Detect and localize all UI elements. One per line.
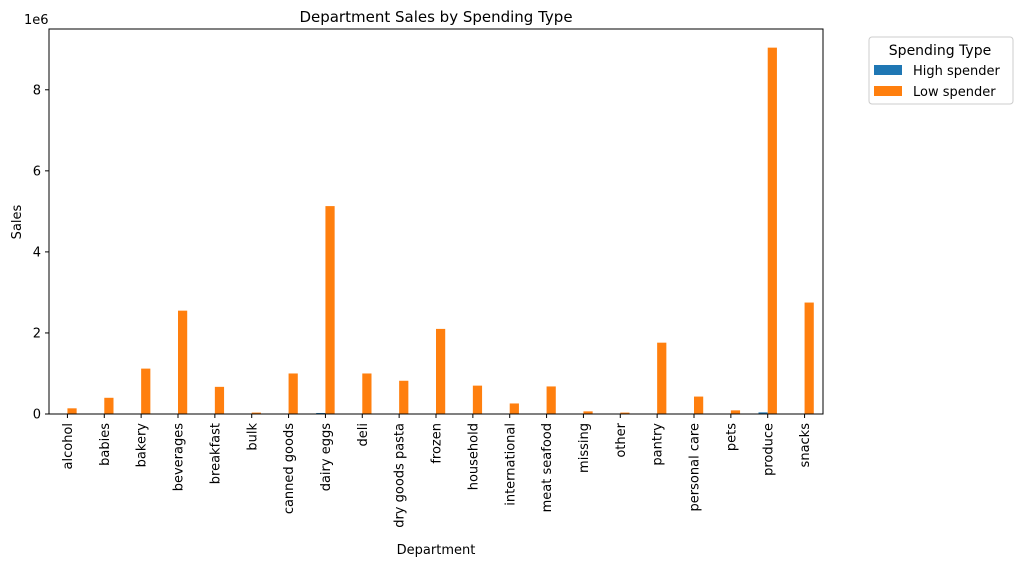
bar-low-spender-alcohol: [67, 408, 77, 414]
x-tick-label-personal-care: personal care: [688, 423, 703, 511]
legend-swatch-low-spender: [874, 86, 902, 96]
bar-low-spender-bakery: [141, 368, 151, 414]
x-tick-label-produce: produce: [761, 423, 776, 476]
y-tick-label: 8: [33, 83, 41, 98]
x-tick-label-frozen: frozen: [430, 423, 445, 464]
x-tick-label-pantry: pantry: [651, 423, 666, 466]
bar-low-spender-beverages: [178, 310, 188, 414]
x-tick-label-dairy-eggs: dairy eggs: [319, 423, 334, 492]
bar-low-spender-produce: [767, 47, 777, 415]
x-tick-label-dry-goods-pasta: dry goods pasta: [393, 423, 408, 528]
bar-low-spender-frozen: [436, 328, 446, 414]
x-tick-label-international: international: [503, 423, 518, 506]
y-axis-title: Sales: [10, 204, 25, 239]
legend: Spending Type High spender Low spender: [868, 36, 1014, 105]
bar-low-spender-missing: [583, 411, 593, 414]
bar-low-spender-bulk: [251, 412, 261, 414]
x-tick-label-beverages: beverages: [172, 423, 187, 492]
bar-low-spender-household: [472, 385, 483, 414]
y-tick-label: 0: [33, 408, 41, 423]
y-scale-label: 1e6: [24, 13, 49, 28]
x-axis-title: Department: [397, 543, 476, 558]
bar-low-spender-deli: [362, 373, 372, 414]
x-tick-label-other: other: [614, 422, 629, 457]
y-tick-label: 6: [33, 164, 41, 179]
bar-low-spender-snacks: [804, 302, 814, 414]
bar-low-spender-pantry: [657, 342, 667, 414]
legend-frame: [868, 36, 1014, 105]
bar-low-spender-dry-goods-pasta: [399, 380, 409, 414]
bar-low-spender-babies: [104, 397, 114, 414]
y-tick-label: 2: [33, 326, 41, 341]
x-tick-label-household: household: [466, 423, 481, 490]
x-tick-label-pets: pets: [724, 423, 739, 451]
x-tick-label-meat-seafood: meat seafood: [540, 423, 555, 512]
x-tick-label-bakery: bakery: [135, 423, 150, 468]
x-tick-label-bulk: bulk: [245, 423, 260, 451]
legend-title: Spending Type: [889, 43, 991, 59]
x-tick-label-snacks: snacks: [798, 423, 813, 468]
y-tick-label: 4: [33, 245, 41, 260]
legend-label-high-spender: High spender: [913, 64, 1001, 79]
bar-low-spender-pets: [730, 410, 741, 414]
bar-high-spender-dairy-eggs: [316, 412, 326, 414]
x-tick-label-canned-goods: canned goods: [282, 423, 297, 514]
bar-low-spender-meat-seafood: [546, 386, 556, 414]
x-tick-label-alcohol: alcohol: [61, 423, 76, 469]
x-tick-label-breakfast: breakfast: [208, 423, 223, 484]
legend-label-low-spender: Low spender: [913, 85, 996, 100]
x-tick-label-deli: deli: [356, 423, 371, 446]
legend-swatch-high-spender: [874, 65, 902, 75]
x-tick-label-missing: missing: [577, 423, 592, 473]
x-tick-label-babies: babies: [98, 423, 113, 466]
bar-low-spender-canned-goods: [288, 373, 298, 414]
bar-low-spender-other: [620, 412, 630, 414]
bar-low-spender-international: [509, 403, 519, 414]
chart-title: Department Sales by Spending Type: [299, 8, 572, 26]
plot-area: 0 2 4 6 8 alcohol babies bakery beverages breakfa…: [33, 28, 824, 528]
bar-low-spender-dairy-eggs: [325, 206, 335, 414]
bar-low-spender-breakfast: [214, 386, 225, 414]
bar-high-spender-produce: [758, 412, 768, 414]
bar-low-spender-personal-care: [694, 396, 704, 414]
